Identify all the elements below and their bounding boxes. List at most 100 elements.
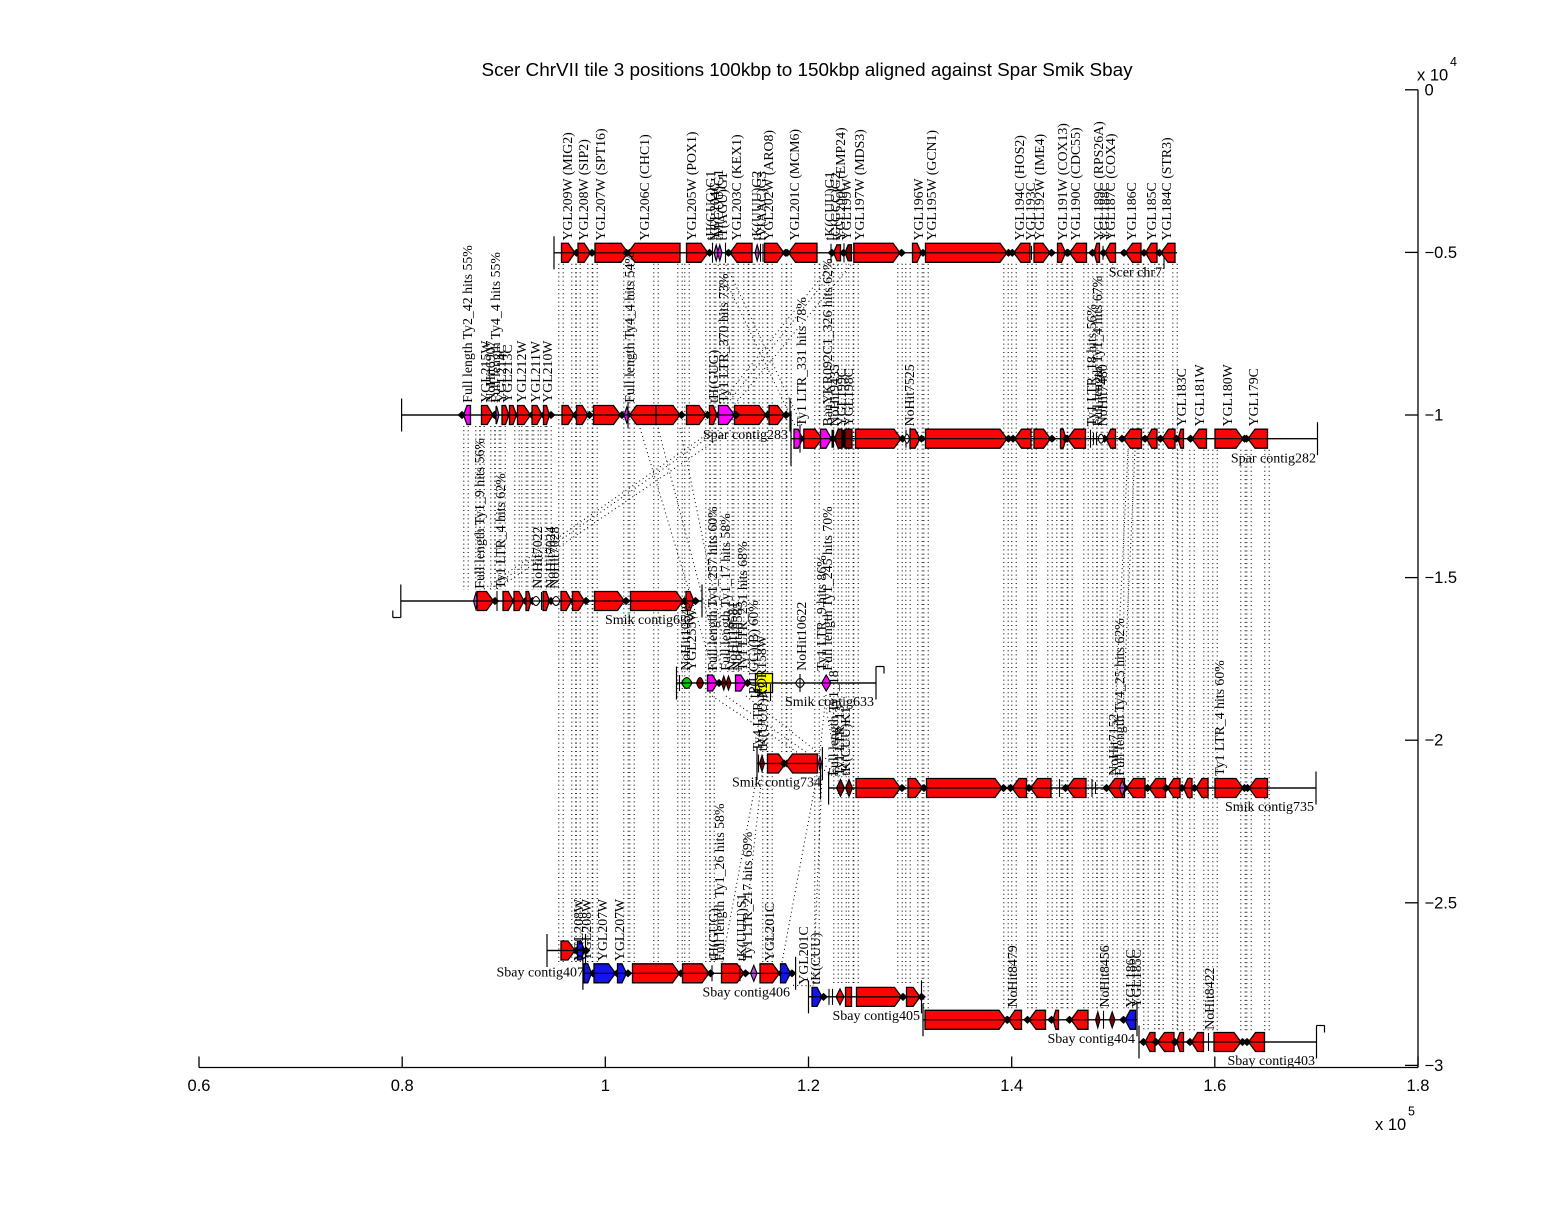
svg-text:x 10: x 10	[1375, 1116, 1406, 1134]
svg-text:x 10: x 10	[1417, 67, 1448, 85]
svg-text:YGL179C: YGL179C	[1246, 368, 1261, 426]
svg-text:4: 4	[1450, 55, 1457, 69]
svg-text:Sbay contig406: Sbay contig406	[703, 985, 791, 1000]
svg-text:YGL207W: YGL207W	[612, 899, 627, 961]
svg-text:NoHit7480: NoHit7480	[1095, 364, 1110, 426]
svg-text:−1: −1	[1425, 407, 1444, 425]
svg-text:Full length Ty4_4 hits 54%: Full length Ty4_4 hits 54%	[622, 252, 637, 403]
svg-text:tK(UUU)S1: tK(UUU)S1	[734, 893, 750, 961]
svg-text:−1.5: −1.5	[1425, 569, 1458, 587]
svg-text:Ty1 LTR_370 hits 73%: Ty1 LTR_370 hits 73%	[716, 273, 731, 403]
svg-text:YGL190C (CDC55): YGL190C (CDC55)	[1068, 127, 1084, 240]
svg-text:YGL201C: YGL201C	[796, 926, 811, 984]
svg-text:Ty4 LTR_4: Ty4 LTR_4	[750, 688, 765, 751]
svg-text:YGL199W: YGL199W	[839, 178, 854, 240]
svg-text:Smik contig735: Smik contig735	[1225, 800, 1314, 815]
svg-text:Full length Ty4_25 hits 62%: Full length Ty4_25 hits 62%	[1112, 618, 1127, 776]
svg-text:YGL186C: YGL186C	[1124, 182, 1139, 240]
svg-text:YGL213C: YGL213C	[500, 344, 515, 402]
svg-text:YGL207W: YGL207W	[595, 899, 610, 961]
svg-text:tK(CUU): tK(CUU)	[808, 932, 824, 984]
svg-text:tM(CUU)G1: tM(CUU)G1	[711, 169, 727, 240]
svg-text:tG(GCC)G2: tG(GCC)G2	[828, 172, 844, 240]
svg-text:tH(GUG): tH(GUG)	[706, 350, 722, 403]
svg-text:1.2: 1.2	[797, 1077, 820, 1095]
svg-text:YGL188C: YGL188C	[1097, 182, 1112, 240]
svg-text:Sbay contig407: Sbay contig407	[497, 966, 585, 981]
svg-text:YGL186C: YGL186C	[1123, 949, 1138, 1007]
svg-text:NoHit6907: NoHit6907	[483, 341, 498, 403]
svg-text:YGL208W: YGL208W	[571, 899, 586, 961]
svg-text:Ty1 LTR_9 hits 86%: Ty1 LTR_9 hits 86%	[814, 555, 829, 671]
svg-text:Ty1 LTR_4 hits 60%: Ty1 LTR_4 hits 60%	[1212, 660, 1227, 776]
svg-text:Sbay contig404: Sbay contig404	[1048, 1032, 1136, 1047]
svg-text:YGL210W: YGL210W	[540, 341, 555, 403]
svg-text:Ty1 LTR_251 hits 68%: Ty1 LTR_251 hits 68%	[735, 541, 750, 671]
svg-text:YOR158W: YOR158W	[754, 635, 769, 698]
svg-text:−2.5: −2.5	[1425, 894, 1458, 912]
svg-text:NoHit8422: NoHit8422	[1202, 968, 1217, 1030]
svg-text:YGL206C (CHC1): YGL206C (CHC1)	[637, 134, 653, 240]
svg-text:Full length Ty1_257 hits 60%: Full length Ty1_257 hits 60%	[705, 506, 720, 671]
svg-text:YGL205W (POX1): YGL205W (POX1)	[684, 132, 700, 241]
svg-text:YGL208W (SIP2): YGL208W (SIP2)	[576, 139, 592, 240]
svg-text:Full length Ty1_4 hits 67%: Full length Ty1_4 hits 67%	[1090, 275, 1105, 426]
svg-text:5: 5	[1408, 1105, 1415, 1119]
svg-text:Full length Ty1_9 hits 56%: Full length Ty1_9 hits 56%	[472, 438, 487, 589]
svg-text:NoHit7152: NoHit7152	[1106, 714, 1121, 776]
svg-text:YGL192W (IME4): YGL192W (IME4)	[1032, 134, 1048, 241]
svg-text:YGL185C: YGL185C	[1129, 949, 1144, 1007]
svg-text:YGL215W: YGL215W	[478, 341, 493, 403]
svg-text:YGL197W (MDS3): YGL197W (MDS3)	[852, 129, 868, 240]
svg-text:NoHit7028: NoHit7028	[547, 527, 562, 589]
svg-text:Smik contig632: Smik contig632	[605, 613, 694, 628]
svg-text:tV(AAC)G3: tV(AAC)G3	[754, 171, 770, 240]
svg-text:Sbay contig403: Sbay contig403	[1228, 1054, 1316, 1069]
svg-text:YGL187C (COX4): YGL187C (COX4)	[1103, 134, 1119, 241]
svg-text:Ty1 LTR_4 hits 62%: Ty1 LTR_4 hits 62%	[493, 473, 508, 589]
svg-text:YGL203C (KEX1): YGL203C (KEX1)	[729, 134, 745, 240]
svg-text:1.4: 1.4	[1000, 1077, 1023, 1095]
svg-text:tK(CUU)K1: tK(CUU)K1	[838, 707, 854, 776]
svg-text:YGL185C: YGL185C	[1144, 182, 1159, 240]
svg-text:YGL255W: YGL255W	[684, 609, 699, 671]
svg-text:YGL184C (STR3): YGL184C (STR3)	[1159, 137, 1175, 240]
svg-text:0: 0	[1425, 81, 1434, 99]
svg-text:−0.5: −0.5	[1425, 244, 1458, 262]
svg-text:tK(UUU)K2: tK(UUU)K2	[755, 681, 771, 751]
svg-text:Full length Ty1_17 hits 58%: Full length Ty1_17 hits 58%	[718, 513, 733, 671]
svg-text:1.6: 1.6	[1203, 1077, 1226, 1095]
svg-text:−2: −2	[1425, 732, 1444, 750]
svg-text:YGL196W: YGL196W	[911, 178, 926, 240]
svg-text:YGL211W: YGL211W	[528, 341, 543, 403]
svg-text:Full length Ty4_4 hits 55%: Full length Ty4_4 hits 55%	[488, 252, 503, 403]
svg-text:Full length Ty1_18: Full length Ty1_18	[826, 670, 841, 775]
svg-text:Ty1 LTR_18 hits 56%: Ty1 LTR_18 hits 56%	[1084, 304, 1099, 427]
svg-text:Full length Ty1_245 hits 70%: Full length Ty1_245 hits 70%	[820, 506, 835, 671]
svg-text:Scer ChrVII tile 3 positions 1: Scer ChrVII tile 3 positions 100kbp to 1…	[481, 60, 1133, 81]
svg-text:YGL180W: YGL180W	[1220, 364, 1235, 426]
svg-text:NoHit8456: NoHit8456	[1097, 945, 1112, 1007]
svg-text:YGL207W (SPT16): YGL207W (SPT16)	[593, 128, 609, 240]
svg-text:YGL204C: YGL204C	[707, 182, 722, 240]
svg-text:YGL194C (HOS2): YGL194C (HOS2)	[1012, 135, 1028, 240]
svg-text:NoHit7525: NoHit7525	[902, 364, 917, 426]
svg-text:−3: −3	[1425, 1057, 1444, 1075]
svg-text:NoHit7024: NoHit7024	[543, 527, 558, 589]
svg-text:NoHit7022: NoHit7022	[530, 527, 545, 589]
svg-text:YGL193C: YGL193C	[1023, 182, 1038, 240]
svg-text:YGL202W (ARO8): YGL202W (ARO8)	[761, 130, 777, 241]
svg-text:tP(UGG)(B) 60%: tP(UGG)(B) 60%	[746, 600, 762, 698]
svg-text:NoHit8479: NoHit8479	[1005, 945, 1020, 1007]
svg-text:BanYKR092C1_326 hits 62%: BanYKR092C1_326 hits 62%	[820, 258, 835, 426]
svg-text:Sbay contig405: Sbay contig405	[833, 1009, 921, 1024]
svg-text:YGL191W (COX13): YGL191W (COX13)	[1055, 123, 1071, 240]
svg-text:tH(GUG): tH(GUG)	[706, 908, 722, 961]
svg-text:YGL199C: YGL199C	[834, 368, 849, 426]
svg-text:tK(UUU)G2: tK(UUU)G2	[749, 171, 765, 241]
svg-text:YGL181W: YGL181W	[1192, 364, 1207, 426]
svg-text:YGL200C (EMP24): YGL200C (EMP24)	[833, 127, 849, 240]
svg-text:Spar contig282: Spar contig282	[1231, 452, 1316, 467]
svg-text:YGL195W (GCN1): YGL195W (GCN1)	[924, 130, 940, 241]
svg-text:Full length Ty1_26 hits 58%: Full length Ty1_26 hits 58%	[712, 803, 727, 961]
